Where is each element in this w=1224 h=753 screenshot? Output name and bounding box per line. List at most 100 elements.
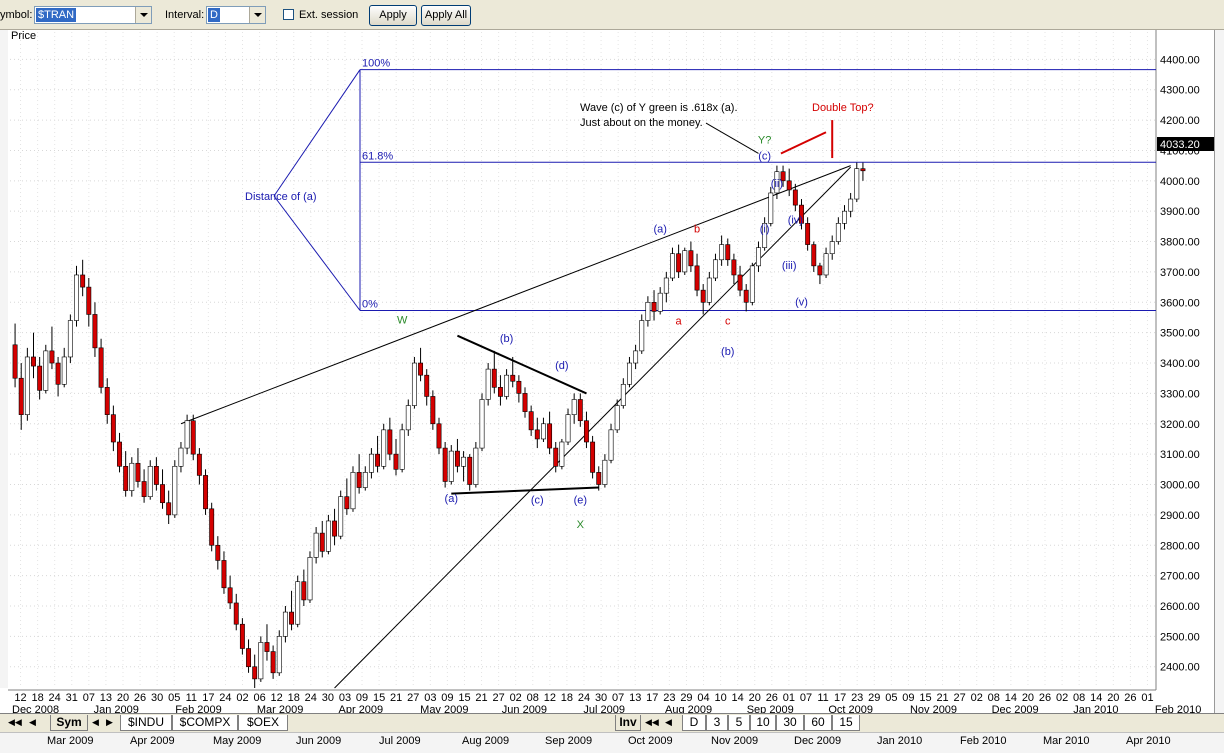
x-month-label: Feb 2010 <box>1155 704 1201 713</box>
x-month-label: Jul 2009 <box>583 704 625 713</box>
x-tick-label: 02 <box>236 692 248 704</box>
candle-body <box>676 253 682 273</box>
candle-body <box>387 429 393 455</box>
prev-icon[interactable]: ◀ <box>92 717 99 727</box>
candle-body <box>547 423 553 449</box>
annotations: W (a) (b) (c) (d) (e) X (a) b a c (b) (c) Y? (ii) (i) (i… <box>245 102 874 531</box>
apply-button[interactable]: Apply <box>369 5 417 26</box>
x-tick-label: 21 <box>936 692 948 704</box>
candle-body <box>190 420 196 455</box>
tab-inv[interactable]: Inv <box>615 715 641 731</box>
wave-label: (a) <box>445 493 458 505</box>
x-axis: 12 18 24 31 07 13 20 26 30 05 11 17 24 02 06 12 18 24 30 03… <box>8 689 1201 713</box>
tab-interval-10[interactable]: 10 <box>750 715 776 731</box>
double-top-label: Double Top? <box>812 102 874 114</box>
x-tick-label: 08 <box>1073 692 1085 704</box>
grid <box>10 32 1156 688</box>
prev-icon[interactable]: ◀ <box>29 717 36 727</box>
tab-interval-d[interactable]: D <box>682 715 706 731</box>
x-tick-label: 13 <box>100 692 112 704</box>
chevron-down-icon[interactable] <box>135 7 151 23</box>
tab-interval-15[interactable]: 15 <box>832 715 860 731</box>
wave-label: b <box>694 223 700 235</box>
first-icon[interactable]: ◀◀ <box>8 717 22 727</box>
tab-compx[interactable]: $COMPX <box>172 715 238 731</box>
fib-lines: 100% 61.8% 0% <box>273 58 1156 311</box>
candle-body <box>49 350 55 364</box>
x-tick-label: 03 <box>424 692 436 704</box>
first-icon[interactable]: ◀◀ <box>645 717 659 727</box>
x-tick-label: 17 <box>834 692 846 704</box>
tab-indu[interactable]: $INDU <box>120 715 172 731</box>
candle-body <box>301 581 307 601</box>
x-tick-label: 27 <box>407 692 419 704</box>
x-tick-label: 12 <box>544 692 556 704</box>
y-tick-label: 3500.00 <box>1160 328 1200 340</box>
trend-line <box>180 165 851 425</box>
candle-body <box>811 244 817 267</box>
ext-session-checkbox[interactable] <box>283 9 294 20</box>
next-icon[interactable]: ▶ <box>106 717 113 727</box>
candle-body <box>344 496 350 510</box>
x-tick-label: 29 <box>680 692 692 704</box>
candle-body <box>743 289 749 303</box>
candle-body <box>233 602 239 625</box>
footer-month-label: Aug 2009 <box>462 735 510 747</box>
interval-select[interactable]: D <box>206 6 266 24</box>
candle-body <box>694 265 700 291</box>
candle-body <box>405 405 411 431</box>
wave-label: a <box>676 316 683 328</box>
candle-body <box>614 405 620 431</box>
wave-label: (c) <box>531 495 544 507</box>
candle-body <box>166 502 172 516</box>
fib-label: 61.8% <box>362 150 393 162</box>
tab-oex[interactable]: $OEX <box>238 715 288 731</box>
candle-body <box>31 356 36 367</box>
x-tick-label: 20 <box>749 692 761 704</box>
x-tick-label: 05 <box>885 692 897 704</box>
candle-body <box>461 456 467 467</box>
x-tick-label: 06 <box>253 692 265 704</box>
x-tick-label: 08 <box>527 692 539 704</box>
wave-label: (v) <box>795 296 808 308</box>
candle-body <box>307 557 313 601</box>
tab-interval-3[interactable]: 3 <box>706 715 728 731</box>
candle-body <box>571 399 577 415</box>
x-tick-label: 31 <box>66 692 78 704</box>
prev-icon[interactable]: ◀ <box>665 717 672 727</box>
interval-label: Interval: <box>165 9 205 21</box>
trend-lines <box>180 165 851 689</box>
y-tick-label: 4000.00 <box>1160 176 1200 188</box>
symbol-input[interactable]: $TRAN <box>34 6 152 24</box>
candle-body <box>338 496 344 537</box>
candle-body <box>608 429 614 461</box>
candle-body <box>80 274 86 288</box>
candle-body <box>92 314 98 349</box>
candle-body <box>602 459 608 485</box>
footer-month-label: Oct 2009 <box>628 735 673 747</box>
candle-body <box>418 362 424 376</box>
candle-body <box>510 374 516 382</box>
tab-interval-5[interactable]: 5 <box>728 715 750 731</box>
apply-all-button[interactable]: Apply All <box>421 5 471 26</box>
candle-body <box>848 198 854 212</box>
tab-sym[interactable]: Sym <box>50 715 88 731</box>
chevron-down-icon[interactable] <box>249 7 265 23</box>
candle-body <box>479 399 485 449</box>
x-tick-label: 07 <box>800 692 812 704</box>
candle-body <box>153 465 159 485</box>
x-tick-label: 21 <box>475 692 487 704</box>
candle-body <box>332 520 338 537</box>
footer-month-label: Dec 2009 <box>794 735 842 747</box>
tab-interval-60[interactable]: 60 <box>804 715 832 731</box>
candle-body <box>442 447 448 482</box>
wave-label: (b) <box>721 346 734 358</box>
candle-body <box>584 420 589 443</box>
candle-body <box>792 189 798 206</box>
tab-interval-30[interactable]: 30 <box>776 715 804 731</box>
candle-body <box>749 265 755 303</box>
candle-body <box>799 204 804 224</box>
x-tick-label: 24 <box>305 692 317 704</box>
x-month-label: Mar 2009 <box>257 704 303 713</box>
toolbar: ymbol: $TRAN Interval: D Ext. session Ap… <box>0 0 1224 30</box>
